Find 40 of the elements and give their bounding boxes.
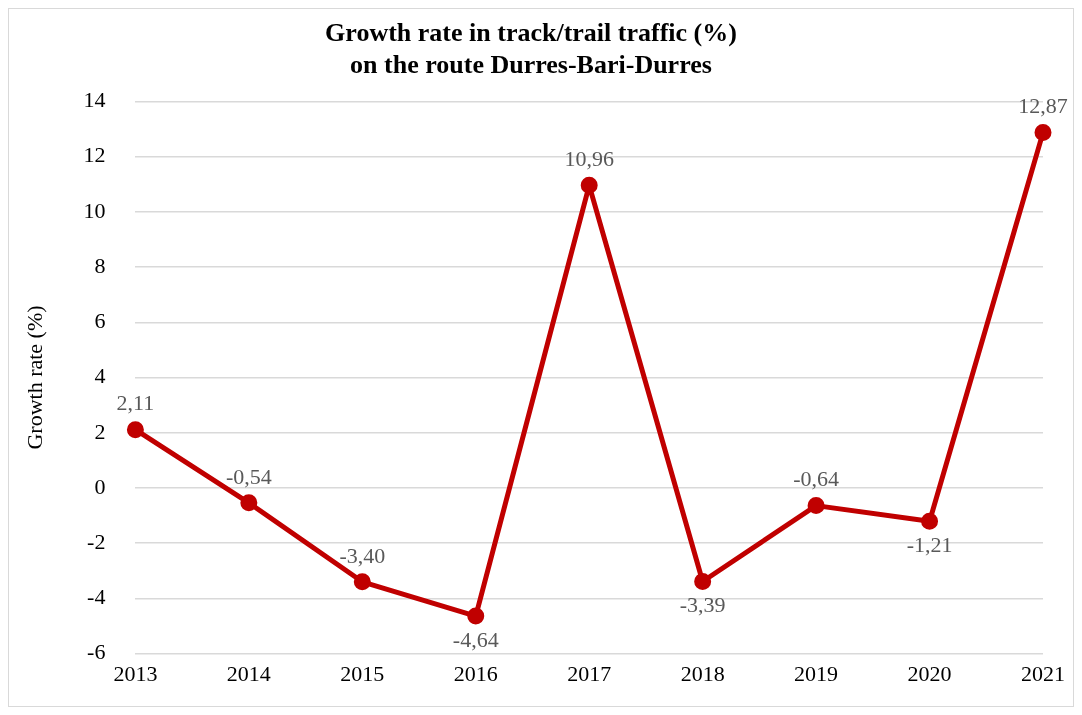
- y-tick-label: -2: [87, 528, 106, 554]
- data-label: 10,96: [564, 146, 614, 172]
- data-label: -0,54: [225, 463, 272, 489]
- data-label: -3,40: [339, 542, 386, 568]
- point: [467, 607, 485, 625]
- x-tick-label: 2021: [1021, 660, 1065, 686]
- x-tick-label: 2014: [226, 660, 271, 686]
- y-tick-label: 12: [83, 142, 106, 168]
- point: [1034, 124, 1052, 142]
- data-label: -3,39: [679, 592, 726, 618]
- x-tick-label: 2015: [340, 660, 385, 686]
- point: [694, 573, 712, 591]
- y-tick-label: 8: [94, 252, 106, 278]
- y-tick-label: -4: [87, 584, 106, 610]
- y-tick-label: 2: [94, 418, 106, 444]
- x-tick-label: 2018: [680, 660, 725, 686]
- point: [240, 494, 258, 512]
- data-label: 2,11: [116, 390, 155, 416]
- y-tick-label: 0: [94, 473, 106, 499]
- point: [580, 176, 598, 194]
- x-tick-label: 2020: [907, 660, 952, 686]
- x-tick-label: 2017: [567, 660, 612, 686]
- y-tick-label: -6: [87, 639, 106, 665]
- point: [807, 497, 825, 515]
- point: [126, 421, 144, 439]
- x-tick-label: 2013: [113, 660, 158, 686]
- point: [353, 573, 371, 591]
- x-tick-label: 2019: [794, 660, 839, 686]
- y-tick-label: 6: [94, 308, 106, 334]
- data-label: -0,64: [793, 466, 840, 492]
- data-label: -1,21: [906, 532, 953, 558]
- y-tick-label: 10: [83, 197, 106, 223]
- chart-title: Growth rate in track/trail traffic (%) on the route Durres-Bari-Durres: [325, 18, 737, 79]
- data-label: 12,87: [1018, 93, 1068, 119]
- y-tick-label: 14: [83, 87, 106, 113]
- x-tick-label: 2016: [453, 660, 498, 686]
- y-axis-title: Growth rate (%): [21, 305, 47, 450]
- point: [921, 512, 939, 530]
- data-label: -4,64: [452, 626, 499, 652]
- y-tick-label: 4: [94, 363, 106, 389]
